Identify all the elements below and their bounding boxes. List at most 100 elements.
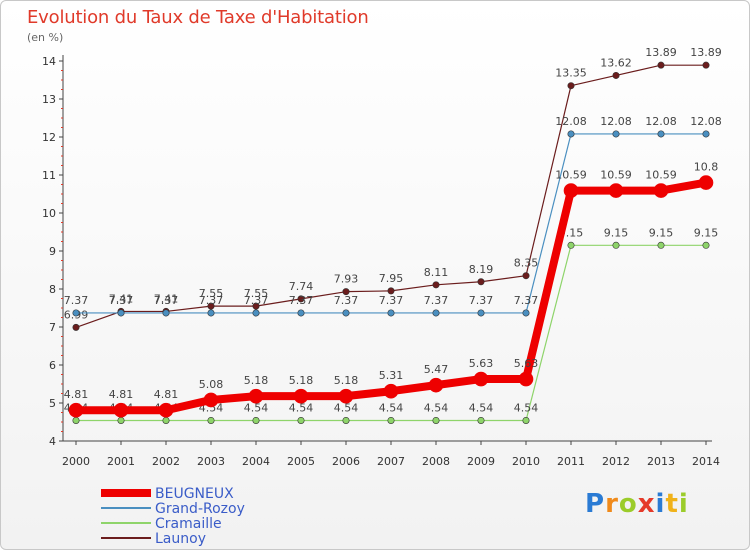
x-tick-label: 2006	[332, 455, 360, 468]
data-point-beugneux	[68, 402, 84, 418]
data-label-launoy: 13.89	[690, 46, 722, 59]
y-tick-label: 13	[42, 93, 56, 106]
data-label-launoy: 7.74	[289, 280, 314, 293]
data-point-cramaille	[252, 416, 260, 424]
data-point-beugneux	[698, 175, 714, 190]
data-point-grand-rozoy	[72, 309, 80, 317]
data-point-beugneux	[653, 183, 669, 198]
data-label-cramaille: 4.54	[424, 401, 449, 414]
data-point-beugneux	[293, 388, 309, 404]
data-label-cramaille: 9.15	[694, 226, 719, 239]
chart-subtitle: (en %)	[27, 31, 64, 44]
data-label-cramaille: 4.54	[244, 401, 269, 414]
data-label-beugneux: 10.59	[555, 169, 587, 182]
data-point-grand-rozoy	[477, 309, 485, 317]
data-label-launoy: 13.62	[600, 56, 632, 69]
data-point-beugneux	[473, 371, 489, 387]
data-label-cramaille: 9.15	[649, 226, 674, 239]
data-point-launoy	[342, 288, 350, 296]
x-tick-label: 2013	[647, 455, 675, 468]
data-point-beugneux	[248, 388, 264, 404]
data-label-beugneux: 4.81	[154, 388, 179, 401]
chart-title: Evolution du Taux de Taxe d'Habitation	[27, 7, 369, 28]
data-label-beugneux: 5.08	[199, 378, 224, 391]
legend-label: Grand-Rozoy	[155, 501, 245, 517]
data-point-grand-rozoy	[342, 309, 350, 317]
data-label-cramaille: 4.54	[379, 401, 404, 414]
data-point-beugneux	[518, 371, 534, 387]
data-point-cramaille	[117, 416, 125, 424]
data-point-launoy	[657, 61, 665, 69]
logo-letter: P	[585, 489, 606, 519]
data-label-grand-rozoy: 12.08	[645, 115, 677, 128]
data-point-grand-rozoy	[657, 130, 665, 138]
x-tick-label: 2002	[152, 455, 180, 468]
data-label-beugneux: 5.47	[424, 363, 449, 376]
x-tick-label: 2003	[197, 455, 225, 468]
y-tick-label: 12	[42, 131, 56, 144]
logo-letter: t	[665, 489, 679, 519]
x-tick-label: 2012	[602, 455, 630, 468]
data-label-beugneux: 5.18	[244, 374, 269, 387]
x-tick-label: 2008	[422, 455, 450, 468]
data-point-cramaille	[522, 416, 530, 424]
data-label-launoy: 7.93	[334, 273, 359, 286]
data-point-beugneux	[428, 377, 444, 393]
x-tick-label: 2009	[467, 455, 495, 468]
data-label-grand-rozoy: 7.37	[334, 294, 359, 307]
data-point-beugneux	[383, 383, 399, 399]
data-point-beugneux	[158, 402, 174, 418]
data-point-beugneux	[338, 388, 354, 404]
data-label-launoy: 7.95	[379, 272, 404, 285]
logo-letter: x	[637, 489, 656, 519]
data-label-grand-rozoy: 7.37	[469, 294, 494, 307]
data-point-launoy	[252, 302, 260, 310]
data-point-grand-rozoy	[162, 309, 170, 317]
data-label-beugneux: 4.81	[109, 388, 134, 401]
data-label-launoy: 13.89	[645, 46, 677, 59]
data-label-launoy: 13.35	[555, 67, 587, 80]
data-point-launoy	[207, 302, 215, 310]
data-label-grand-rozoy: 7.37	[514, 294, 539, 307]
data-point-cramaille	[432, 416, 440, 424]
data-label-grand-rozoy: 12.08	[555, 115, 587, 128]
data-point-grand-rozoy	[432, 309, 440, 317]
data-point-beugneux	[203, 392, 219, 408]
data-point-launoy	[432, 281, 440, 289]
data-label-beugneux: 5.31	[379, 369, 404, 382]
data-label-grand-rozoy: 7.37	[109, 294, 134, 307]
y-tick-label: 5	[49, 397, 56, 410]
data-label-cramaille: 9.15	[604, 226, 629, 239]
data-label-cramaille: 4.54	[289, 401, 314, 414]
x-tick-label: 2007	[377, 455, 405, 468]
data-point-cramaille	[567, 241, 575, 249]
data-label-launoy: 7.41	[109, 292, 134, 305]
data-point-beugneux	[608, 183, 624, 198]
data-label-grand-rozoy: 12.08	[690, 115, 722, 128]
logo-letter: i	[655, 489, 666, 519]
data-point-cramaille	[207, 416, 215, 424]
data-point-beugneux	[563, 183, 579, 198]
y-tick-label: 11	[42, 169, 56, 182]
data-label-launoy: 8.19	[469, 263, 494, 276]
y-tick-label: 8	[49, 283, 56, 296]
data-point-cramaille	[72, 416, 80, 424]
data-point-cramaille	[387, 416, 395, 424]
y-tick-label: 7	[49, 321, 56, 334]
data-label-beugneux: 10.59	[600, 169, 632, 182]
data-label-beugneux: 5.63	[469, 357, 494, 370]
data-label-grand-rozoy: 7.37	[199, 294, 224, 307]
proxiti-logo: Proxiti	[585, 489, 689, 519]
data-point-cramaille	[612, 241, 620, 249]
x-tick-label: 2010	[512, 455, 540, 468]
data-label-launoy: 7.55	[199, 287, 224, 300]
x-tick-label: 2014	[692, 455, 720, 468]
legend-label: Launoy	[155, 531, 206, 547]
data-point-launoy	[702, 61, 710, 69]
data-point-grand-rozoy	[207, 309, 215, 317]
data-point-beugneux	[113, 402, 129, 418]
data-label-beugneux: 10.8	[694, 161, 719, 174]
data-point-launoy	[72, 323, 80, 331]
